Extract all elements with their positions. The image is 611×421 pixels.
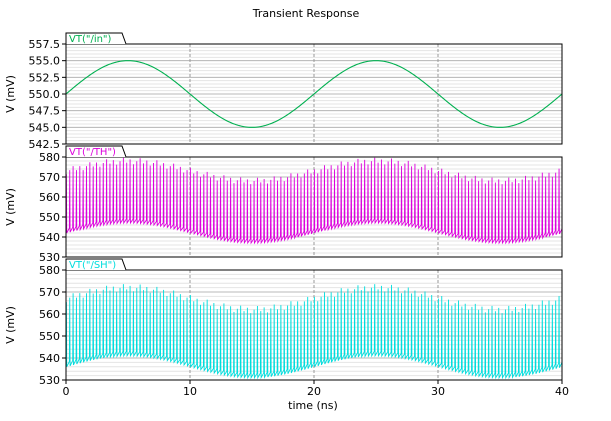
y-tick-label: 530 xyxy=(39,251,60,264)
y-tick-label: 550 xyxy=(39,211,60,224)
chart-title: Transient Response xyxy=(252,7,360,20)
y-axis-label: V (mV) xyxy=(4,75,17,113)
y-tick-label: 580 xyxy=(39,151,60,164)
x-tick-label: 30 xyxy=(431,385,445,398)
y-tick-label: 552.5 xyxy=(29,71,61,84)
legend-tab xyxy=(65,145,127,158)
legend-tab xyxy=(65,258,127,271)
y-axis: 557.5 555.0 552.5 550.0 547.5 545.0 542.5 V (mV… xyxy=(4,38,66,151)
y-tick-label: 570 xyxy=(39,286,60,299)
y-axis: 580 570 560 550 540 530 V (mV) xyxy=(4,264,66,387)
x-tick-label: 20 xyxy=(307,385,321,398)
y-axis-label: V (mV) xyxy=(4,306,17,344)
chart-panel-3: VT("/SH") 580 570 560 550 540 530 V (mV) xyxy=(4,258,563,387)
legend-entry: VT("/in") xyxy=(69,34,112,45)
chart-panels: VT("/in")557.5555.0552.5550.0547.5545.05… xyxy=(4,32,563,387)
y-tick-label: 542.5 xyxy=(29,138,61,151)
legend-entry: VT("/TH") xyxy=(69,147,116,158)
y-axis: 580 570 560 550 540 530 V (mV) xyxy=(4,151,66,264)
y-tick-label: 550 xyxy=(39,330,60,343)
y-tick-label: 560 xyxy=(39,191,60,204)
x-axis-label: time (ns) xyxy=(288,399,338,412)
series-line xyxy=(65,60,563,128)
chart-panel-1: VT("/in")557.5555.0552.5550.0547.5545.05… xyxy=(4,32,563,151)
chart-panel-2: VT("/TH") 580 570 560 550 540 530 V (mV) xyxy=(4,145,563,264)
y-tick-label: 545.0 xyxy=(29,121,61,134)
y-tick-label: 540 xyxy=(39,231,60,244)
y-tick-label: 540 xyxy=(39,352,60,365)
y-tick-label: 547.5 xyxy=(29,105,61,118)
y-tick-label: 560 xyxy=(39,308,60,321)
panel-frame xyxy=(65,156,563,258)
legend-entry: VT("/SH") xyxy=(69,260,116,271)
x-tick-label: 10 xyxy=(183,385,197,398)
series-line xyxy=(65,284,563,380)
y-axis-label: V (mV) xyxy=(4,188,17,226)
y-tick-label: 530 xyxy=(39,374,60,387)
legend-tab xyxy=(65,32,127,45)
x-tick-label: 40 xyxy=(555,385,569,398)
x-tick-label: 0 xyxy=(63,385,70,398)
y-tick-label: 570 xyxy=(39,171,60,184)
series-line xyxy=(65,157,563,245)
y-tick-label: 550.0 xyxy=(29,88,61,101)
x-axis: 0 10 20 30 40 xyxy=(63,380,569,398)
y-tick-label: 580 xyxy=(39,264,60,277)
y-tick-label: 555.0 xyxy=(29,55,61,68)
y-tick-label: 557.5 xyxy=(29,38,61,51)
